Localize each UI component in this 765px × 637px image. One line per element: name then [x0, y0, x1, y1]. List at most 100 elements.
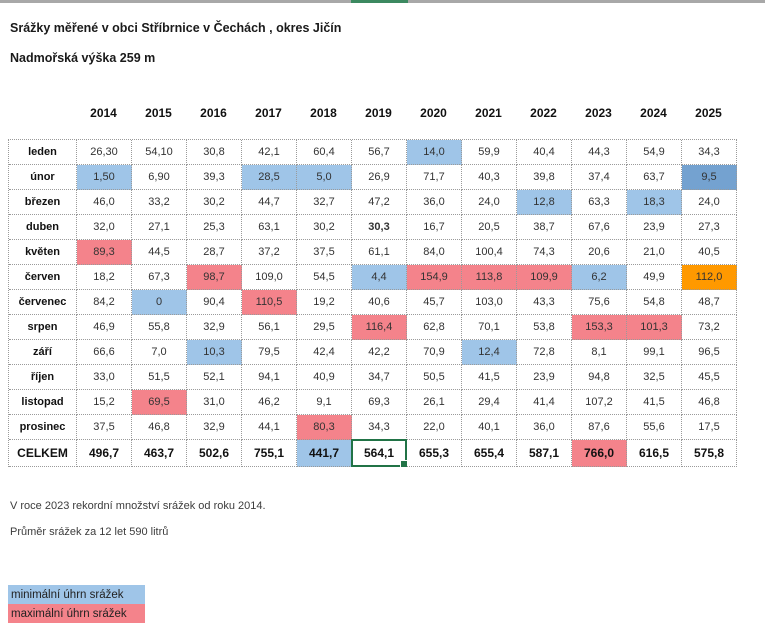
cell-duben-2018[interactable]: 30,2 [297, 215, 352, 240]
cell-únor-2016[interactable]: 39,3 [187, 165, 242, 190]
cell-srpen-2021[interactable]: 70,1 [462, 315, 517, 340]
cell-duben-2021[interactable]: 20,5 [462, 215, 517, 240]
cell-leden-2024[interactable]: 54,9 [627, 140, 682, 165]
cell-září-2021[interactable]: 12,4 [462, 340, 517, 365]
cell-leden-2015[interactable]: 54,10 [132, 140, 187, 165]
cell-červenec-2015[interactable]: 0 [132, 290, 187, 315]
cell-říjen-2016[interactable]: 52,1 [187, 365, 242, 390]
cell-únor-2021[interactable]: 40,3 [462, 165, 517, 190]
cell-duben-2014[interactable]: 32,0 [77, 215, 132, 240]
cell-září-2017[interactable]: 79,5 [242, 340, 297, 365]
cell-CELKEM-2020[interactable]: 655,3 [407, 440, 462, 467]
cell-květen-2016[interactable]: 28,7 [187, 240, 242, 265]
cell-únor-2017[interactable]: 28,5 [242, 165, 297, 190]
cell-březen-2022[interactable]: 12,8 [517, 190, 572, 215]
cell-listopad-2015[interactable]: 69,5 [132, 390, 187, 415]
cell-srpen-2017[interactable]: 56,1 [242, 315, 297, 340]
cell-říjen-2015[interactable]: 51,5 [132, 365, 187, 390]
cell-březen-2015[interactable]: 33,2 [132, 190, 187, 215]
row-label-únor[interactable]: únor [9, 165, 77, 190]
year-header-2020[interactable]: 2020 [420, 106, 447, 120]
cell-duben-2016[interactable]: 25,3 [187, 215, 242, 240]
cell-CELKEM-2016[interactable]: 502,6 [187, 440, 242, 467]
cell-květen-2018[interactable]: 37,5 [297, 240, 352, 265]
row-label-prosinec[interactable]: prosinec [9, 415, 77, 440]
cell-březen-2019[interactable]: 47,2 [352, 190, 407, 215]
cell-duben-2017[interactable]: 63,1 [242, 215, 297, 240]
cell-červenec-2025[interactable]: 48,7 [682, 290, 737, 315]
cell-květen-2020[interactable]: 84,0 [407, 240, 462, 265]
cell-prosinec-2024[interactable]: 55,6 [627, 415, 682, 440]
cell-únor-2014[interactable]: 1,50 [77, 165, 132, 190]
cell-prosinec-2014[interactable]: 37,5 [77, 415, 132, 440]
cell-únor-2025[interactable]: 9,5 [682, 165, 737, 190]
cell-říjen-2018[interactable]: 40,9 [297, 365, 352, 390]
cell-CELKEM-2018[interactable]: 441,7 [297, 440, 352, 467]
cell-říjen-2021[interactable]: 41,5 [462, 365, 517, 390]
cell-červen-2016[interactable]: 98,7 [187, 265, 242, 290]
cell-listopad-2017[interactable]: 46,2 [242, 390, 297, 415]
cell-srpen-2020[interactable]: 62,8 [407, 315, 462, 340]
cell-listopad-2016[interactable]: 31,0 [187, 390, 242, 415]
cell-CELKEM-2025[interactable]: 575,8 [682, 440, 737, 467]
cell-říjen-2022[interactable]: 23,9 [517, 365, 572, 390]
cell-duben-2025[interactable]: 27,3 [682, 215, 737, 240]
year-header-2017[interactable]: 2017 [255, 106, 282, 120]
cell-leden-2014[interactable]: 26,30 [77, 140, 132, 165]
cell-září-2018[interactable]: 42,4 [297, 340, 352, 365]
cell-září-2019[interactable]: 42,2 [352, 340, 407, 365]
cell-červen-2018[interactable]: 54,5 [297, 265, 352, 290]
cell-říjen-2014[interactable]: 33,0 [77, 365, 132, 390]
cell-listopad-2024[interactable]: 41,5 [627, 390, 682, 415]
cell-červen-2024[interactable]: 49,9 [627, 265, 682, 290]
cell-duben-2019[interactable]: 30,3 [352, 215, 407, 240]
year-header-2019[interactable]: 2019 [365, 106, 392, 120]
cell-červenec-2016[interactable]: 90,4 [187, 290, 242, 315]
cell-únor-2020[interactable]: 71,7 [407, 165, 462, 190]
year-header-2016[interactable]: 2016 [200, 106, 227, 120]
cell-srpen-2023[interactable]: 153,3 [572, 315, 627, 340]
cell-prosinec-2018[interactable]: 80,3 [297, 415, 352, 440]
cell-únor-2023[interactable]: 37,4 [572, 165, 627, 190]
cell-září-2015[interactable]: 7,0 [132, 340, 187, 365]
note-record[interactable]: V roce 2023 rekordní množství srážek od … [10, 500, 266, 512]
cell-srpen-2018[interactable]: 29,5 [297, 315, 352, 340]
cell-březen-2024[interactable]: 18,3 [627, 190, 682, 215]
cell-listopad-2022[interactable]: 41,4 [517, 390, 572, 415]
cell-březen-2020[interactable]: 36,0 [407, 190, 462, 215]
cell-prosinec-2015[interactable]: 46,8 [132, 415, 187, 440]
cell-listopad-2023[interactable]: 107,2 [572, 390, 627, 415]
cell-květen-2017[interactable]: 37,2 [242, 240, 297, 265]
cell-prosinec-2019[interactable]: 34,3 [352, 415, 407, 440]
cell-červen-2014[interactable]: 18,2 [77, 265, 132, 290]
cell-září-2024[interactable]: 99,1 [627, 340, 682, 365]
cell-březen-2017[interactable]: 44,7 [242, 190, 297, 215]
cell-leden-2023[interactable]: 44,3 [572, 140, 627, 165]
cell-CELKEM-2024[interactable]: 616,5 [627, 440, 682, 467]
row-label-březen[interactable]: březen [9, 190, 77, 215]
cell-květen-2021[interactable]: 100,4 [462, 240, 517, 265]
cell-listopad-2014[interactable]: 15,2 [77, 390, 132, 415]
selected-cell[interactable]: 564,1 [351, 439, 408, 468]
cell-říjen-2020[interactable]: 50,5 [407, 365, 462, 390]
cell-leden-2018[interactable]: 60,4 [297, 140, 352, 165]
row-label-leden[interactable]: leden [9, 140, 77, 165]
cell-CELKEM-2017[interactable]: 755,1 [242, 440, 297, 467]
year-header-2021[interactable]: 2021 [475, 106, 502, 120]
cell-srpen-2015[interactable]: 55,8 [132, 315, 187, 340]
cell-červen-2020[interactable]: 154,9 [407, 265, 462, 290]
cell-květen-2015[interactable]: 44,5 [132, 240, 187, 265]
cell-září-2022[interactable]: 72,8 [517, 340, 572, 365]
cell-květen-2025[interactable]: 40,5 [682, 240, 737, 265]
cell-listopad-2020[interactable]: 26,1 [407, 390, 462, 415]
cell-prosinec-2023[interactable]: 87,6 [572, 415, 627, 440]
cell-červenec-2021[interactable]: 103,0 [462, 290, 517, 315]
cell-srpen-2024[interactable]: 101,3 [627, 315, 682, 340]
year-header-2018[interactable]: 2018 [310, 106, 337, 120]
cell-červen-2017[interactable]: 109,0 [242, 265, 297, 290]
cell-prosinec-2025[interactable]: 17,5 [682, 415, 737, 440]
year-header-2024[interactable]: 2024 [640, 106, 667, 120]
cell-listopad-2019[interactable]: 69,3 [352, 390, 407, 415]
cell-leden-2017[interactable]: 42,1 [242, 140, 297, 165]
year-header-2025[interactable]: 2025 [695, 106, 722, 120]
